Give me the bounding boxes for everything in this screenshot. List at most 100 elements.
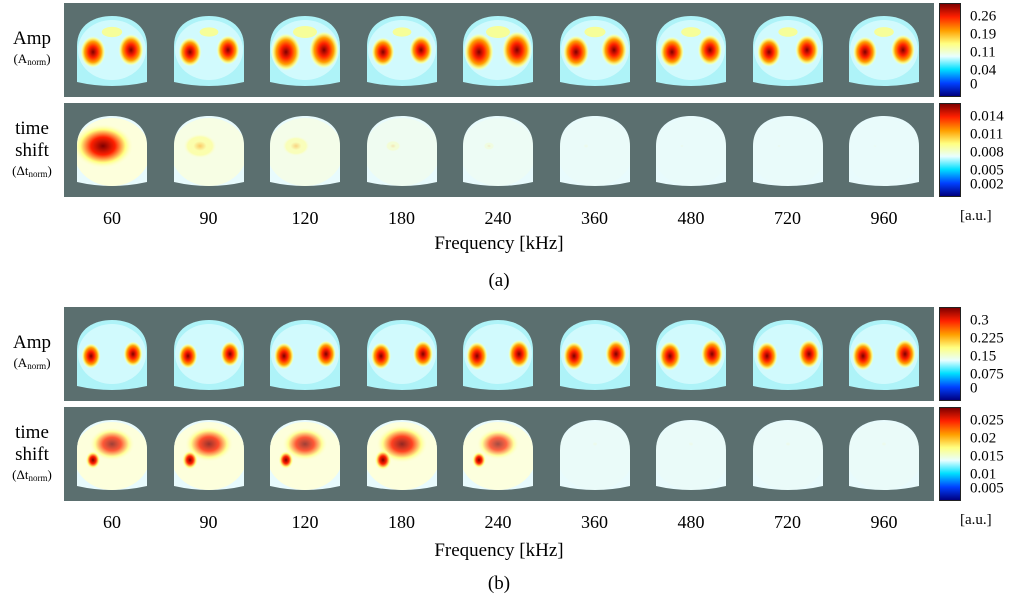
amp-map-120khz: [264, 10, 346, 90]
ts-map-360khz: [554, 110, 636, 190]
colorbar-tick-label: 0.011: [970, 126, 1004, 143]
frequency-tick-480: 480: [677, 512, 705, 532]
frequency-tick-120: 120: [291, 512, 319, 532]
ts-label-sub: (Δtnorm): [12, 467, 52, 483]
ts-map-480khz: [650, 414, 732, 494]
amp-colorbar-a: [939, 3, 961, 97]
colorbar-tick-label: 0.225: [970, 330, 1004, 347]
ts-map-720khz: [747, 414, 829, 494]
ts-map-960khz: [843, 414, 925, 494]
colorbar-tick-label: 0: [970, 76, 978, 93]
unit-label-b: [a.u.]: [960, 512, 992, 528]
ts-map-360khz: [554, 414, 636, 494]
amp-strip-a: [64, 3, 934, 97]
ts-map-90khz: [168, 414, 250, 494]
amp-map-180khz: [361, 314, 443, 394]
ts-label-line1: time: [15, 118, 49, 139]
ts-map-720khz: [747, 110, 829, 190]
amp-map-360khz: [554, 10, 636, 90]
colorbar-tick-label: 0.19: [970, 26, 997, 43]
colorbar-tick-label: 0.11: [970, 44, 996, 61]
ts-map-240khz: [457, 110, 539, 190]
ts-label-line2: shift: [15, 444, 49, 465]
ts-map-480khz: [650, 110, 732, 190]
colorbar-tick-label: 0.01: [970, 466, 997, 483]
frequency-tick-60: 60: [103, 512, 121, 532]
colorbar-tick-label: 0.3: [970, 312, 989, 329]
colorbar-tick-label: 0.075: [970, 366, 1004, 383]
amp-map-720khz: [747, 10, 829, 90]
ts-map-60khz: [71, 414, 153, 494]
frequency-tick-360: 360: [581, 208, 608, 228]
amp-map-360khz: [554, 314, 636, 394]
amp-row-label-a: Amp (Anorm): [2, 28, 62, 71]
ts-label-line2: shift: [15, 140, 49, 161]
frequency-tick-180: 180: [388, 512, 415, 532]
amp-map-720khz: [747, 314, 829, 394]
frequency-tick-240: 240: [484, 208, 512, 228]
ts-map-90khz: [168, 110, 250, 190]
ts-row-label-b: time shift (Δtnorm): [2, 422, 62, 487]
amp-label-main: Amp: [13, 28, 51, 49]
ts-map-120khz: [264, 414, 346, 494]
ts-strip-b: [64, 407, 934, 501]
colorbar-tick-label: 0.15: [970, 348, 997, 365]
colorbar-tick-label: 0.26: [970, 8, 997, 25]
amp-map-90khz: [168, 314, 250, 394]
frequency-tick-960: 960: [870, 512, 898, 532]
amp-map-960khz: [843, 314, 925, 394]
amp-label-main: Amp: [13, 332, 51, 353]
colorbar-tick-label: 0.005: [970, 162, 1004, 179]
amp-map-180khz: [361, 10, 443, 90]
amp-row-label-b: Amp (Anorm): [2, 332, 62, 375]
x-axis-label-b: Frequency [kHz]: [434, 540, 564, 561]
unit-label-a: [a.u.]: [960, 208, 992, 224]
x-axis-label-a: Frequency [kHz]: [434, 233, 564, 254]
amp-map-240khz: [457, 314, 539, 394]
caption-a: (a): [488, 270, 510, 291]
ts-colorbar-ticks-b: 0.025 0.02 0.015 0.01 0.005: [970, 407, 1024, 501]
colorbar-tick-label: 0: [970, 380, 978, 397]
amp-map-480khz: [650, 314, 732, 394]
frequency-tick-240: 240: [484, 512, 512, 532]
frequency-tick-90: 90: [199, 208, 218, 228]
colorbar-tick-label: 0.014: [970, 108, 1004, 125]
colorbar-tick-label: 0.015: [970, 448, 1004, 465]
colorbar-tick-label: 0.02: [970, 430, 997, 447]
amp-map-240khz: [457, 10, 539, 90]
frequency-tick-360: 360: [581, 512, 608, 532]
amp-strip-b: [64, 307, 934, 401]
frequency-tick-960: 960: [870, 208, 898, 228]
ts-row-label-a: time shift (Δtnorm): [2, 118, 62, 183]
colorbar-tick-label: 0.008: [970, 144, 1004, 161]
ts-map-240khz: [457, 414, 539, 494]
colorbar-tick-label: 0.002: [970, 176, 1004, 193]
ts-colorbar-a: [939, 103, 961, 197]
ts-label-sub: (Δtnorm): [12, 163, 52, 179]
amp-map-60khz: [71, 10, 153, 90]
frequency-tick-720: 720: [774, 208, 801, 228]
caption-b: (b): [487, 573, 511, 594]
ts-map-120khz: [264, 110, 346, 190]
colorbar-tick-label: 0.025: [970, 412, 1004, 429]
frequency-tick-90: 90: [199, 512, 218, 532]
ts-map-180khz: [361, 414, 443, 494]
ts-colorbar-ticks-a: 0.014 0.011 0.008 0.005 0.002: [970, 103, 1024, 197]
ts-map-60khz: [71, 110, 153, 190]
ts-map-960khz: [843, 110, 925, 190]
amp-map-960khz: [843, 10, 925, 90]
colorbar-tick-label: 0.04: [970, 62, 997, 79]
frequency-tick-60: 60: [103, 208, 121, 228]
frequency-tick-180: 180: [388, 208, 415, 228]
amp-colorbar-ticks-a: 0.26 0.19 0.11 0.04 0: [970, 3, 1024, 97]
colorbar-tick-label: 0.005: [970, 480, 1004, 497]
amp-map-60khz: [71, 314, 153, 394]
frequency-tick-480: 480: [677, 208, 705, 228]
amp-label-sub: (Anorm): [13, 51, 51, 67]
ts-label-line1: time: [15, 422, 49, 443]
amp-colorbar-ticks-b: 0.3 0.225 0.15 0.075 0: [970, 307, 1024, 401]
ts-colorbar-b: [939, 407, 961, 501]
amp-map-480khz: [650, 10, 732, 90]
amp-map-120khz: [264, 314, 346, 394]
amp-colorbar-b: [939, 307, 961, 401]
